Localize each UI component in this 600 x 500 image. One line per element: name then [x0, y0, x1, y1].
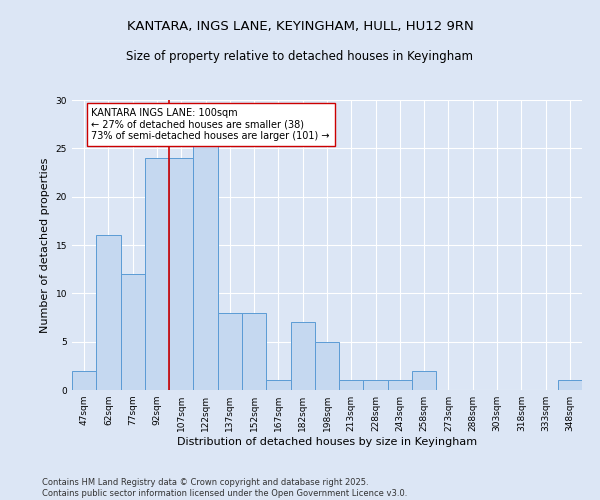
Bar	[72, 370, 96, 390]
Bar	[364, 380, 388, 390]
Text: KANTARA INGS LANE: 100sqm
← 27% of detached houses are smaller (38)
73% of semi-: KANTARA INGS LANE: 100sqm ← 27% of detac…	[91, 108, 330, 141]
Bar	[412, 370, 436, 390]
Bar	[96, 236, 121, 390]
Bar	[558, 380, 582, 390]
Bar	[388, 380, 412, 390]
Text: KANTARA, INGS LANE, KEYINGHAM, HULL, HU12 9RN: KANTARA, INGS LANE, KEYINGHAM, HULL, HU1…	[127, 20, 473, 33]
Bar	[242, 312, 266, 390]
Bar	[266, 380, 290, 390]
Bar	[290, 322, 315, 390]
Bar	[145, 158, 169, 390]
Y-axis label: Number of detached properties: Number of detached properties	[40, 158, 50, 332]
Bar	[218, 312, 242, 390]
Bar	[121, 274, 145, 390]
Bar	[339, 380, 364, 390]
Bar	[315, 342, 339, 390]
Text: Size of property relative to detached houses in Keyingham: Size of property relative to detached ho…	[127, 50, 473, 63]
X-axis label: Distribution of detached houses by size in Keyingham: Distribution of detached houses by size …	[177, 437, 477, 447]
Text: Contains HM Land Registry data © Crown copyright and database right 2025.
Contai: Contains HM Land Registry data © Crown c…	[42, 478, 407, 498]
Bar	[193, 129, 218, 390]
Bar	[169, 158, 193, 390]
